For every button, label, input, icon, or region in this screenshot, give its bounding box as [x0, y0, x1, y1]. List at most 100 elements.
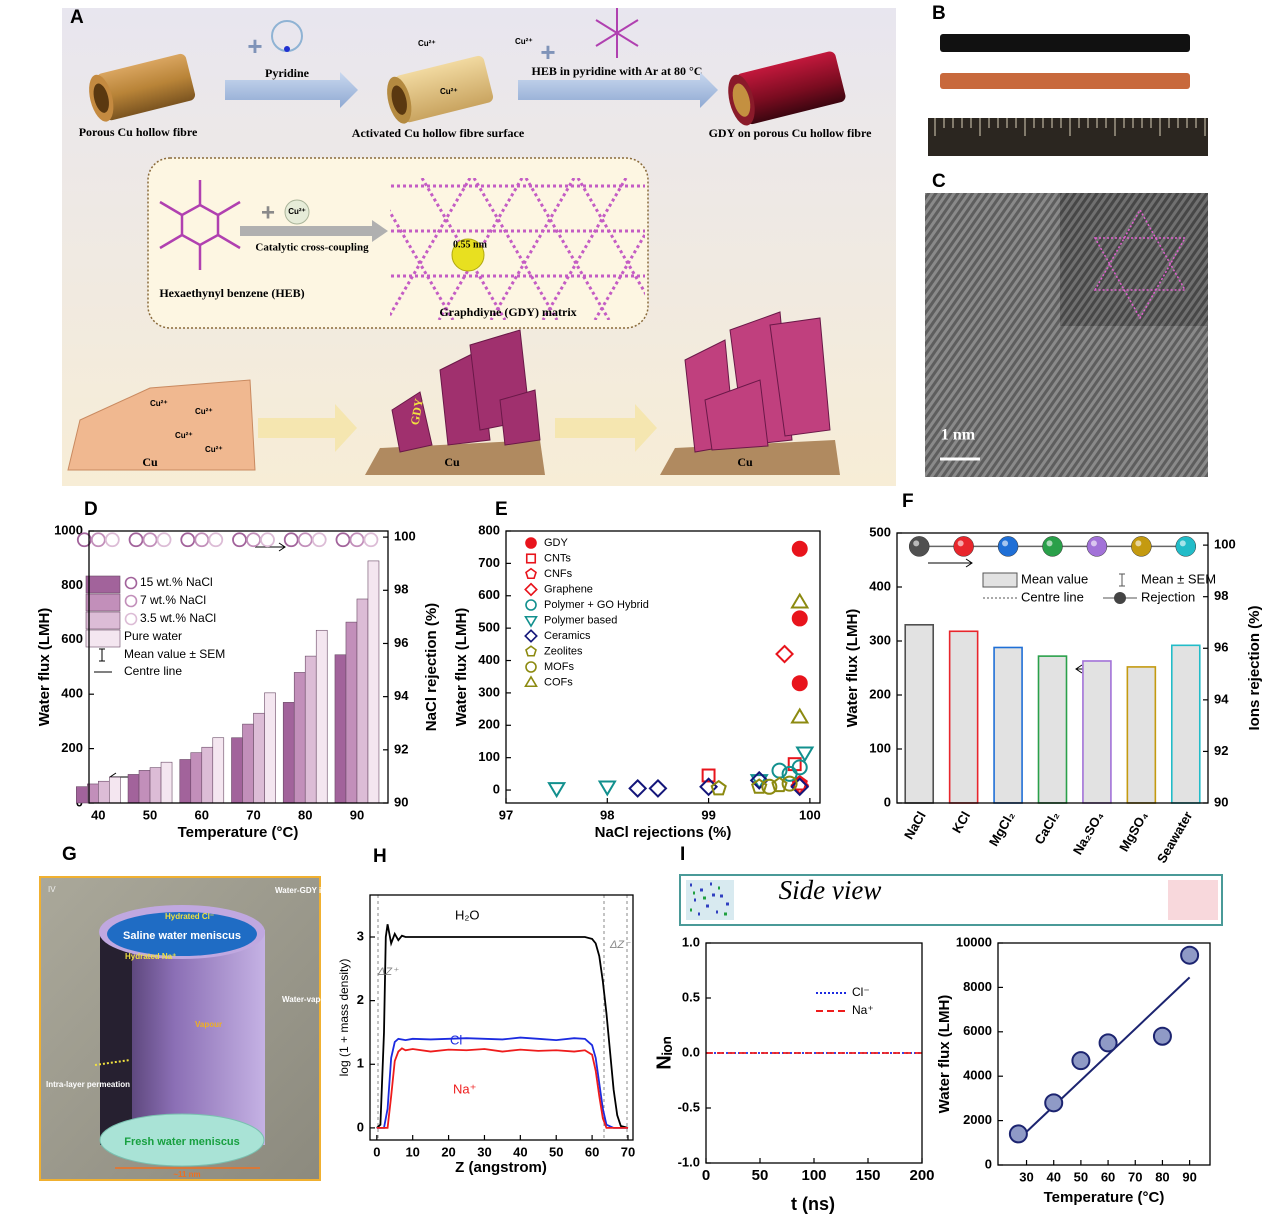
x-tick-label: KCl: [949, 809, 973, 836]
data-point: [790, 592, 810, 609]
y-tick-label: 100: [478, 749, 500, 764]
legend-marker: [525, 567, 537, 580]
rejection-marker: [156, 532, 172, 548]
cu-fibre-photo: [940, 73, 1190, 89]
data-point: [597, 780, 617, 797]
label: Intra-layer permeation: [46, 1080, 130, 1089]
label: ~11 nm: [173, 1170, 200, 1179]
bar: [242, 723, 254, 804]
bar: [98, 780, 110, 804]
permeation-arrow: [94, 1059, 131, 1066]
axis-arrow: [928, 558, 973, 568]
y2-tick-label: 90: [394, 794, 408, 809]
data-point: [790, 707, 810, 724]
x-tick-label: 30: [1019, 1169, 1033, 1184]
legend-marker: [524, 629, 538, 643]
x-tick-label: MgSO₄: [1116, 809, 1151, 854]
legend-label: Pure water: [124, 629, 182, 643]
y-tick-label: 400: [478, 652, 500, 667]
bar: [253, 712, 265, 804]
legend-marker: [525, 599, 537, 611]
plot-frame: [896, 532, 1209, 804]
tube-body: [96, 53, 196, 121]
rejection-marker: [128, 532, 144, 548]
y2-tick-label: 90: [1214, 794, 1228, 809]
axis-arrow: [255, 542, 286, 552]
x-tick-label: 80: [298, 807, 312, 822]
bar: [345, 621, 358, 804]
legend-label: Mean value ± SEM: [124, 647, 225, 661]
label: GDY: [408, 397, 426, 426]
x-tick-label: 200: [909, 1167, 934, 1184]
y-axis-label: log (1 + mass density): [337, 959, 351, 1077]
legend-marker: [524, 615, 538, 628]
rejection-marker: [997, 536, 1019, 557]
legend-label: Mean value: [1021, 571, 1088, 586]
y-tick-label: 0.5: [682, 989, 700, 1004]
legend-marker: [525, 553, 537, 564]
annotation: ΔZ⁺: [377, 966, 399, 978]
bar: [334, 654, 347, 804]
panel-label: G: [62, 844, 77, 865]
fit-line: [1017, 976, 1191, 1141]
cu-ion-label: Cu²⁺: [175, 431, 193, 440]
x-tick-label: 50: [549, 1144, 563, 1159]
legend-label: GDY: [544, 537, 569, 549]
panel-label: H: [373, 846, 387, 867]
annotation: ΔZ⁻: [609, 939, 631, 951]
crystal: [769, 317, 831, 437]
x-tick-label: 100: [801, 1167, 826, 1184]
heb-molecule: [159, 180, 241, 270]
x-tick-label: 60: [585, 1144, 599, 1159]
legend-label: Na⁺: [852, 1003, 874, 1017]
marker-highlight: [1046, 540, 1053, 547]
bar: [190, 752, 203, 804]
bar: [282, 702, 295, 804]
saline-meniscus: [107, 912, 257, 956]
bar: [76, 786, 88, 804]
data-point: [791, 540, 808, 557]
x-tick-label: CaCl₂: [1031, 809, 1062, 847]
gdy-crystals: [684, 311, 831, 453]
bar: [1170, 644, 1201, 804]
data-point: [791, 759, 808, 776]
rejection-marker: [953, 536, 974, 557]
label: Cu: [737, 455, 753, 469]
y2-tick-label: 96: [394, 635, 408, 650]
gdy-fibre-photo: [940, 34, 1190, 52]
line-label: H₂O: [455, 907, 480, 922]
bar: [212, 737, 225, 804]
legend-marker: [124, 594, 138, 608]
legend-swatch: [85, 593, 121, 612]
legend-label: Polymer based: [544, 614, 617, 626]
legend-icon: [1114, 592, 1126, 604]
legend-marker: [524, 582, 538, 597]
label: Pyridine: [265, 66, 310, 80]
y-axis-label: Water flux (LMH): [36, 608, 53, 727]
marker-highlight: [1179, 540, 1186, 547]
activated-hollow-fibre: [387, 55, 494, 124]
label: Porous Cu hollow fibre: [79, 125, 198, 139]
x-tick-label: 0: [373, 1144, 380, 1159]
data-point: [790, 777, 810, 797]
cu-ion-ball: [284, 199, 310, 225]
x-tick-label: 98: [600, 807, 614, 822]
x-tick-label: 40: [1046, 1169, 1060, 1184]
cylinder-wall: [100, 930, 132, 1145]
data-point: [1098, 1033, 1118, 1053]
cu-ion-label: Cu²⁺: [418, 39, 436, 48]
rejection-marker: [283, 532, 299, 548]
ruler-ticks: [934, 118, 1206, 136]
y2-tick-label: 98: [394, 582, 408, 597]
rejection-marker: [335, 532, 351, 548]
panel-tag: IV: [48, 885, 56, 894]
y-tick-label: 500: [478, 620, 500, 635]
rejection-marker: [76, 532, 92, 548]
rejection-marker: [104, 532, 120, 548]
panel-label: F: [902, 491, 914, 512]
y-axis-label: Water flux (LMH): [844, 609, 861, 728]
bar: [315, 629, 328, 804]
legend-marker: [525, 645, 537, 657]
label: Fresh water meniscus: [124, 1136, 240, 1148]
legend-marker: [524, 675, 538, 688]
